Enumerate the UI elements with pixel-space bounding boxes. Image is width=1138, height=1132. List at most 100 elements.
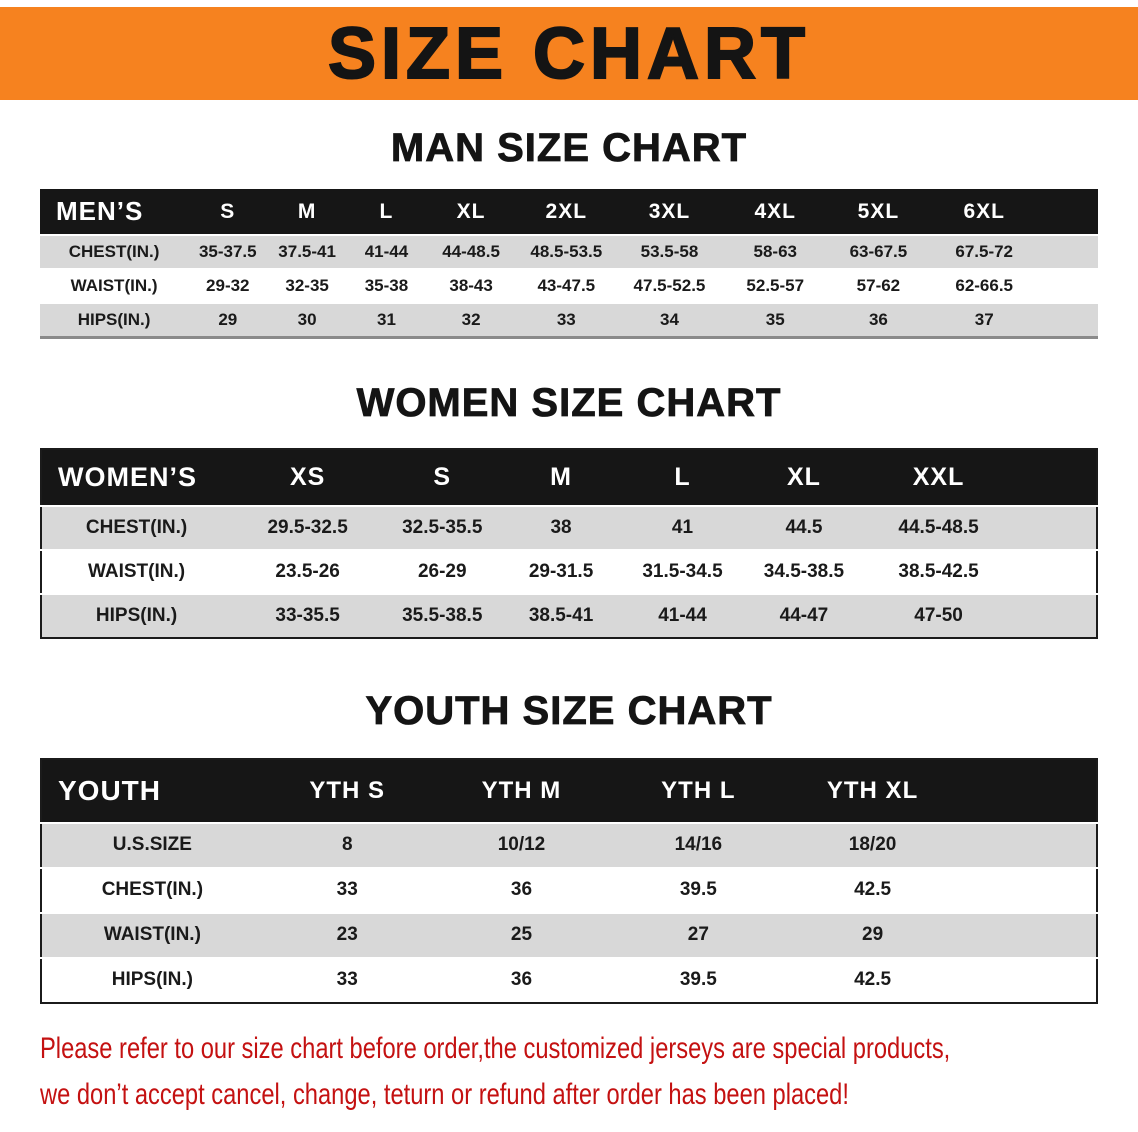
size-value: 39.5 — [611, 956, 786, 1003]
size-value: 25 — [431, 911, 612, 958]
women-chart-heading: WOMEN SIZE CHART — [356, 380, 782, 425]
table-title-cell: WOMEN’S — [41, 448, 232, 506]
size-value: 37.5-41 — [267, 234, 347, 269]
size-value: 32.5-35.5 — [384, 504, 501, 550]
size-value: 33-35.5 — [231, 592, 385, 638]
table-row: CHEST(IN.) 33 36 39.5 42.5 — [41, 866, 1097, 913]
size-value: 35 — [722, 302, 829, 337]
filler-cell — [1039, 234, 1098, 269]
notice-line-2: we don’t accept cancel, change, teturn o… — [40, 1077, 849, 1111]
filler-cell — [959, 821, 1097, 868]
size-value: 57-62 — [828, 268, 929, 304]
size-value: 42.5 — [785, 866, 960, 913]
size-value: 29 — [188, 302, 268, 337]
table-row: CHEST(IN.) 29.5-32.5 32.5-35.5 38 41 44.5 44.5… — [41, 504, 1097, 550]
size-value: 35.5-38.5 — [384, 592, 501, 638]
size-value: 8 — [262, 821, 432, 868]
row-label: CHEST(IN.) — [41, 504, 232, 550]
column-header: YTH S — [262, 758, 432, 823]
column-header: M — [267, 189, 347, 235]
row-label: HIPS(IN.) — [41, 956, 263, 1003]
filler-cell — [959, 758, 1097, 823]
section-women: WOMEN SIZE CHART WOMEN’S XS S M L XL XXL CHEST… — [0, 380, 1138, 639]
column-header: S — [188, 189, 268, 235]
youth-table-head: YOUTH YTH S YTH M YTH L YTH XL — [41, 758, 1097, 823]
size-value: 31 — [346, 302, 427, 337]
size-value: 23 — [262, 911, 432, 958]
youth-chart-heading: YOUTH SIZE CHART — [365, 688, 773, 733]
size-value: 41-44 — [621, 592, 744, 638]
table-row: CHEST(IN.) 35-37.5 37.5-41 41-44 44-48.5 48.5… — [40, 234, 1098, 269]
row-label: CHEST(IN.) — [41, 866, 263, 913]
row-label: WAIST(IN.) — [41, 911, 263, 958]
size-value: 26-29 — [384, 548, 501, 594]
size-value: 37 — [928, 302, 1040, 337]
column-header: XL — [743, 448, 865, 506]
men-table-body: CHEST(IN.) 35-37.5 37.5-41 41-44 44-48.5 48.5… — [40, 234, 1098, 337]
size-value: 36 — [431, 866, 612, 913]
size-value: 36 — [431, 956, 612, 1003]
size-value: 27 — [611, 911, 786, 958]
size-value: 48.5-53.5 — [516, 234, 617, 269]
size-value: 33 — [262, 956, 432, 1003]
section-men: MAN SIZE CHART MEN’S S M L XL 2XL 3XL 4XL 5XL 6XL… — [0, 126, 1138, 339]
filler-cell — [1012, 592, 1097, 638]
row-label: U.S.SIZE — [41, 821, 263, 868]
size-value: 38.5-41 — [500, 592, 622, 638]
size-value: 10/12 — [431, 821, 612, 868]
column-header: S — [384, 448, 501, 506]
filler-cell — [959, 866, 1097, 913]
size-value: 41-44 — [346, 234, 427, 269]
table-header-row: YOUTH YTH S YTH M YTH L YTH XL — [41, 758, 1097, 823]
size-value: 35-37.5 — [188, 234, 268, 269]
men-chart-heading: MAN SIZE CHART — [390, 126, 748, 171]
table-row: HIPS(IN.) 33-35.5 35.5-38.5 38.5-41 41-44 44-… — [41, 592, 1097, 638]
table-row: WAIST(IN.) 23 25 27 29 — [41, 911, 1097, 958]
size-value: 29-31.5 — [500, 548, 622, 594]
column-header: YTH XL — [785, 758, 960, 823]
size-value: 63-67.5 — [828, 234, 929, 269]
size-value: 31.5-34.5 — [621, 548, 744, 594]
women-table-body: CHEST(IN.) 29.5-32.5 32.5-35.5 38 41 44.5 44.5… — [41, 504, 1097, 638]
size-value: 62-66.5 — [928, 268, 1040, 304]
column-header: XL — [426, 189, 517, 235]
size-value: 47.5-52.5 — [616, 268, 723, 304]
row-label: CHEST(IN.) — [40, 234, 189, 269]
row-label: WAIST(IN.) — [40, 268, 189, 304]
column-header: L — [346, 189, 427, 235]
youth-size-table: YOUTH YTH S YTH M YTH L YTH XL U.S.SIZE 8 10/1… — [40, 757, 1098, 1004]
column-header: 6XL — [928, 189, 1040, 235]
size-value: 35-38 — [346, 268, 427, 304]
column-header: L — [621, 448, 744, 506]
size-value: 29-32 — [188, 268, 268, 304]
size-value: 33 — [516, 302, 617, 337]
column-header: 5XL — [828, 189, 929, 235]
size-value: 34 — [616, 302, 723, 337]
table-row: WAIST(IN.) 29-32 32-35 35-38 38-43 43-47.5 47.… — [40, 268, 1098, 304]
footer-notice: Please refer to our size chart before or… — [40, 1026, 1138, 1118]
filler-cell — [959, 956, 1097, 1003]
size-value: 36 — [828, 302, 929, 337]
size-value: 47-50 — [864, 592, 1013, 638]
row-label: HIPS(IN.) — [41, 592, 232, 638]
size-value: 44.5 — [743, 504, 865, 550]
table-header-row: MEN’S S M L XL 2XL 3XL 4XL 5XL 6XL — [40, 189, 1098, 235]
row-label: HIPS(IN.) — [40, 302, 189, 337]
size-value: 18/20 — [785, 821, 960, 868]
size-value: 38.5-42.5 — [864, 548, 1013, 594]
column-header: XS — [231, 448, 385, 506]
table-row: HIPS(IN.) 33 36 39.5 42.5 — [41, 956, 1097, 1003]
size-value: 41 — [621, 504, 744, 550]
row-label: WAIST(IN.) — [41, 548, 232, 594]
size-value: 29 — [785, 911, 960, 958]
size-value: 43-47.5 — [516, 268, 617, 304]
banner: SIZE CHART — [0, 7, 1138, 100]
men-table-head: MEN’S S M L XL 2XL 3XL 4XL 5XL 6XL — [40, 189, 1098, 235]
size-value: 30 — [267, 302, 347, 337]
column-header: 3XL — [616, 189, 723, 235]
column-header: 4XL — [722, 189, 829, 235]
women-size-table: WOMEN’S XS S M L XL XXL CHEST(IN.) 29.5-32.5 32.… — [40, 447, 1098, 639]
size-value: 34.5-38.5 — [743, 548, 865, 594]
column-header: XXL — [864, 448, 1013, 506]
